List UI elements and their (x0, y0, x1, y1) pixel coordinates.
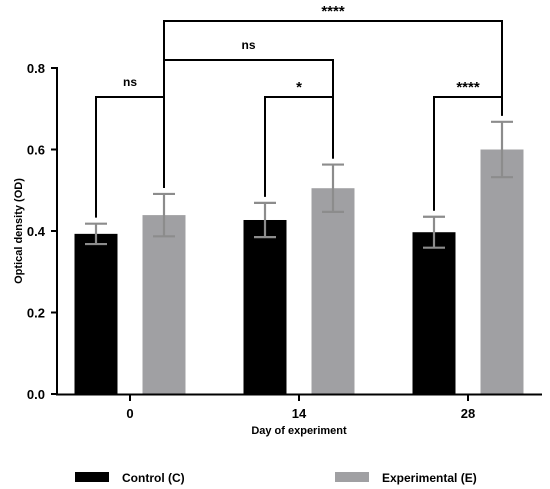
y-axis-label: Optical density (OD) (13, 178, 25, 284)
y-tick-label: 0.4 (27, 224, 46, 239)
y-tick-label: 0.8 (27, 61, 45, 76)
significance-bracket-2: * (264, 79, 334, 197)
legend-label-experimental: Experimental (E) (382, 471, 477, 485)
x-tick-label: 14 (292, 406, 307, 421)
x-tick-label: 0 (126, 406, 133, 421)
significance-brackets: ns * ****ns**** (95, 3, 503, 218)
bar-experimental-e-day-28 (480, 149, 524, 394)
y-tick-label: 0.6 (27, 143, 45, 158)
error-bar-experimental-e-day-14 (322, 163, 344, 213)
x-ticks: 0 14 28 (126, 394, 475, 421)
significance-bracket-4: ns (163, 38, 334, 188)
legend-swatch-control (75, 472, 109, 482)
x-tick-label: 28 (461, 406, 475, 421)
error-bar-control-c-day-28 (423, 215, 445, 249)
legend-item-experimental: Experimental (E) (335, 471, 477, 485)
error-bar-control-c-day-0 (85, 222, 107, 246)
y-ticks: 0.0 0.2 0.4 0.6 0.8 (27, 61, 57, 402)
significance-bracket-1: ns (95, 75, 165, 218)
y-tick-label: 0.2 (27, 306, 45, 321)
legend-label-control: Control (C) (122, 471, 185, 485)
plot-area (74, 120, 524, 394)
y-tick-label: 0.0 (27, 387, 45, 402)
bar-control-c-day-14 (243, 219, 287, 394)
bar-control-c-day-0 (74, 233, 118, 394)
error-bar-experimental-e-day-0 (153, 192, 175, 238)
axes (56, 67, 542, 396)
error-bar-experimental-e-day-28 (491, 120, 513, 179)
significance-bracket-5: **** (163, 3, 503, 188)
bar-control-c-day-28 (412, 232, 456, 394)
legend-swatch-experimental (335, 472, 369, 482)
significance-label: * (296, 79, 302, 96)
bracket-line (163, 59, 334, 188)
legend-item-control: Control (C) (75, 471, 185, 485)
legend: Control (C) Experimental (E) (75, 471, 477, 485)
bar-experimental-e-day-0 (142, 215, 186, 394)
significance-label: ns (241, 38, 255, 52)
x-axis-label: Day of experiment (251, 425, 347, 437)
error-bar-control-c-day-14 (254, 201, 276, 239)
bar-experimental-e-day-14 (311, 188, 355, 394)
significance-label: **** (321, 3, 345, 20)
significance-label: ns (123, 75, 137, 89)
significance-label: **** (456, 79, 480, 96)
bracket-line (163, 20, 503, 188)
bracket-line (264, 96, 334, 197)
bracket-line (95, 96, 165, 218)
